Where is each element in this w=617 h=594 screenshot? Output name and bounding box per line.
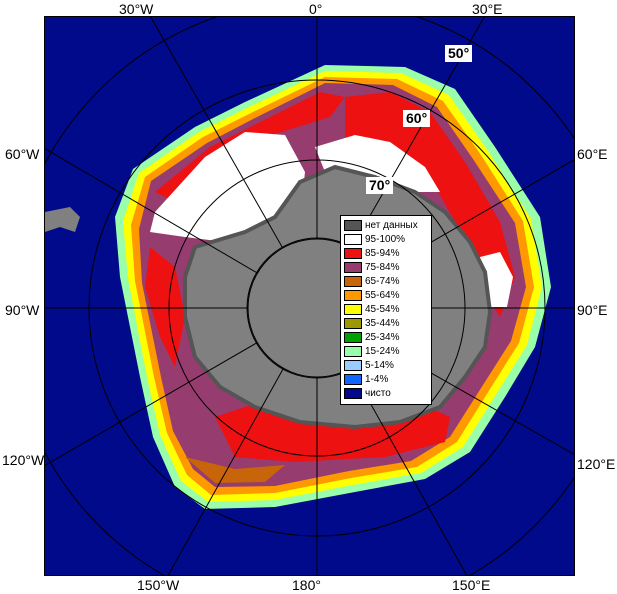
legend: нет данных 95-100% 85-94% 75-84% 65-74% 55-64… xyxy=(340,215,432,405)
lon-label-90w: 90°W xyxy=(5,302,40,318)
legend-label: 35-44% xyxy=(365,318,400,329)
legend-swatch xyxy=(344,290,362,301)
lon-label-0: 0° xyxy=(309,1,323,17)
legend-label: 5-14% xyxy=(365,360,394,371)
legend-swatch xyxy=(344,262,362,273)
lon-label-180: 180° xyxy=(292,577,321,593)
legend-label: 65-74% xyxy=(365,276,400,287)
legend-row: 1-4% xyxy=(344,373,388,386)
legend-label: 85-94% xyxy=(365,248,400,259)
lon-label-150w: 150°W xyxy=(137,577,180,593)
antarctica-coast xyxy=(183,164,493,430)
fast-ice-east xyxy=(315,135,440,192)
pack-ice-85-94-sw xyxy=(145,247,185,367)
legend-swatch xyxy=(344,248,362,259)
legend-swatch xyxy=(344,318,362,329)
south-america-land xyxy=(45,207,80,232)
legend-swatch xyxy=(344,360,362,371)
legend-swatch xyxy=(344,374,362,385)
legend-swatch xyxy=(344,276,362,287)
legend-label: 1-4% xyxy=(365,374,389,385)
legend-row: 25-34% xyxy=(344,331,399,344)
lon-label-60w: 60°W xyxy=(5,146,40,162)
legend-label: 75-84% xyxy=(365,262,400,273)
lon-label-30w: 30°W xyxy=(119,1,154,17)
lon-label-60e: 60°E xyxy=(577,146,608,162)
legend-row: чисто xyxy=(344,387,391,400)
lon-label-150e: 150°E xyxy=(452,577,491,593)
legend-row: 35-44% xyxy=(344,317,399,330)
legend-row: 75-84% xyxy=(344,261,399,274)
legend-label: 95-100% xyxy=(365,234,406,245)
latitude-label-50: 50° xyxy=(445,45,473,62)
legend-label: чисто xyxy=(365,388,391,399)
lon-label-30e: 30°E xyxy=(472,1,503,17)
map-canvas xyxy=(45,17,574,575)
pack-ice-65-74 xyxy=(185,457,285,483)
legend-swatch xyxy=(344,304,362,315)
legend-label: нет данных xyxy=(365,220,418,231)
legend-label: 15-24% xyxy=(365,346,400,357)
legend-swatch xyxy=(344,388,362,399)
lon-label-90e: 90°E xyxy=(577,302,608,318)
legend-label: 25-34% xyxy=(365,332,400,343)
legend-row: 5-14% xyxy=(344,359,394,372)
lon-label-120w: 120°W xyxy=(2,452,45,468)
legend-swatch xyxy=(344,332,362,343)
latitude-label-60: 60° xyxy=(403,110,431,127)
legend-swatch xyxy=(344,220,362,231)
legend-label: 45-54% xyxy=(365,304,400,315)
legend-label: 55-64% xyxy=(365,290,400,301)
legend-row: 45-54% xyxy=(344,303,399,316)
sea-ice-map: 50° 60° 70° нет данных 95-100% 85-94% 75-84… xyxy=(44,16,575,576)
legend-row: 95-100% xyxy=(344,233,405,246)
legend-row: 65-74% xyxy=(344,275,399,288)
legend-row: нет данных xyxy=(344,219,418,232)
legend-row: 55-64% xyxy=(344,289,399,302)
legend-row: 85-94% xyxy=(344,247,399,260)
legend-swatch xyxy=(344,234,362,245)
legend-row: 15-24% xyxy=(344,345,399,358)
lon-label-120e: 120°E xyxy=(577,456,616,472)
legend-swatch xyxy=(344,346,362,357)
latitude-label-70: 70° xyxy=(366,177,394,194)
